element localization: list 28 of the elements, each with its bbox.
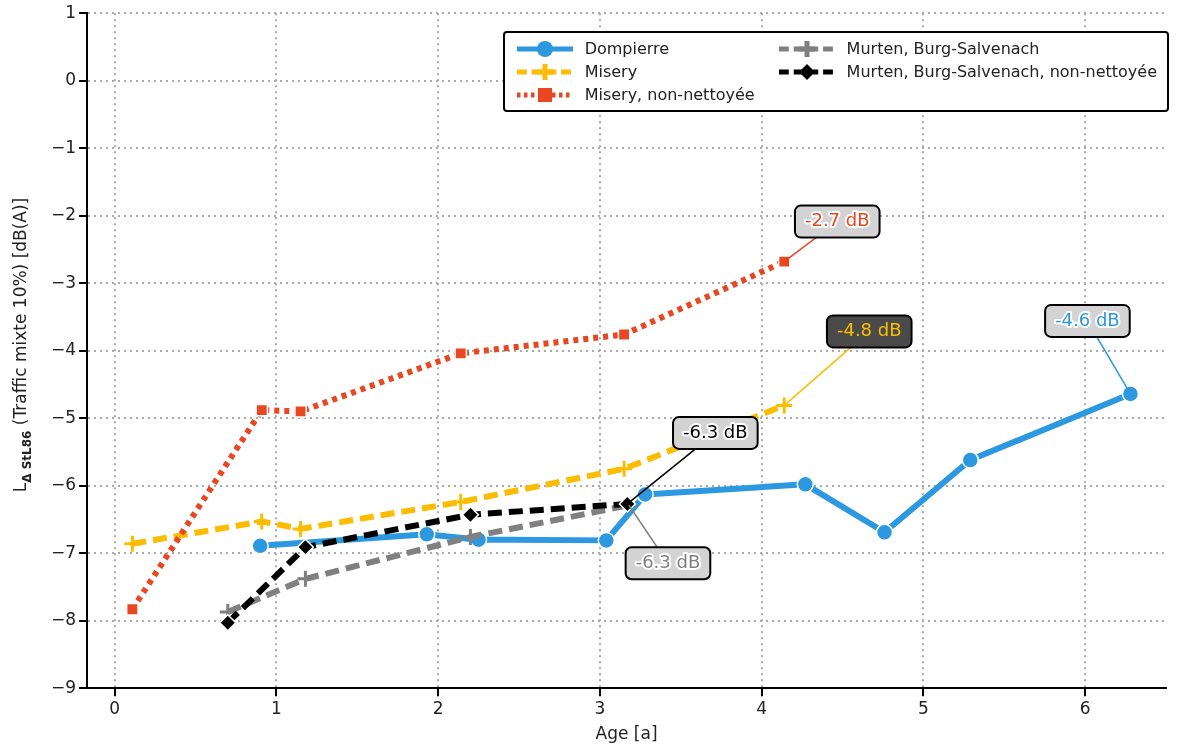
y-tick-label: −1 bbox=[51, 136, 77, 157]
y-tick-label: −6 bbox=[51, 474, 77, 495]
annotation: -2.7 dB bbox=[804, 209, 870, 231]
y-tick-label: −2 bbox=[51, 204, 77, 225]
x-axis-title: Age [a] bbox=[595, 723, 658, 744]
y-tick-label: −9 bbox=[51, 676, 77, 697]
y-tick-label: −8 bbox=[51, 609, 77, 630]
x-tick-label: 3 bbox=[594, 697, 606, 718]
legend-label: Murten, Burg-Salvenach bbox=[846, 39, 1040, 58]
legend-label: Dompierre bbox=[584, 39, 670, 58]
y-tick-label: −5 bbox=[51, 406, 77, 427]
annotation: -6.3 dB bbox=[683, 420, 748, 442]
x-tick-label: 5 bbox=[917, 697, 929, 718]
x-tick-label: 1 bbox=[270, 697, 282, 718]
annotation: -4.6 dB bbox=[1055, 308, 1120, 330]
legend-label: Misery, non-nettoyée bbox=[584, 85, 755, 104]
annotation: -4.8 dB bbox=[836, 319, 902, 341]
x-tick-label: 6 bbox=[1079, 697, 1091, 718]
y-tick-label: −4 bbox=[51, 339, 77, 360]
x-tick-label: 4 bbox=[756, 697, 768, 718]
x-tick-label: 2 bbox=[432, 697, 444, 718]
y-tick-label: 1 bbox=[65, 1, 77, 22]
y-tick-label: −3 bbox=[51, 271, 77, 292]
legend-label: Murten, Burg-Salvenach, non-nettoyée bbox=[846, 62, 1157, 81]
y-tick-label: 0 bbox=[65, 69, 77, 90]
x-tick-label: 0 bbox=[109, 697, 120, 718]
legend-label: Misery bbox=[584, 62, 638, 81]
y-tick-label: −7 bbox=[51, 541, 77, 562]
